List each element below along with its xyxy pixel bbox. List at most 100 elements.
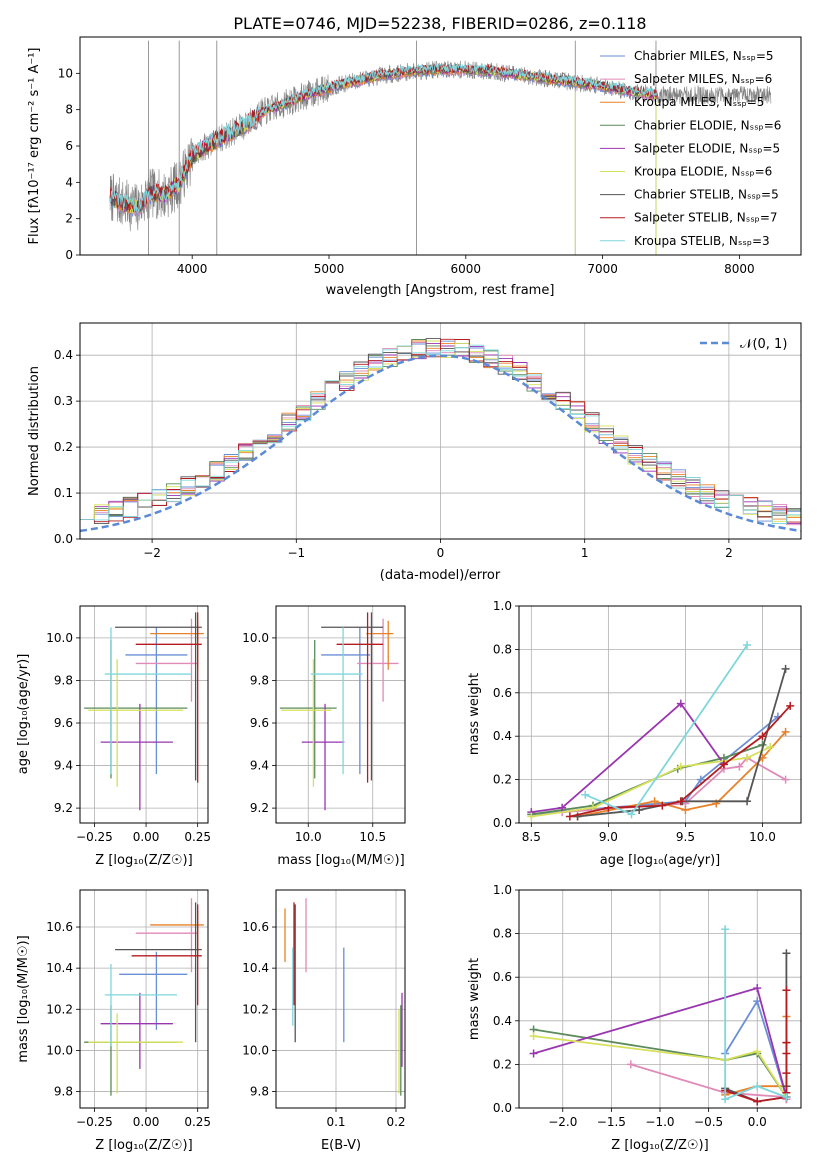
mass-weight-vs-age-point-kroupa-elodie [766, 743, 775, 752]
mass-weight-vs-Z-grid [519, 889, 801, 1109]
age-vs-mass-plot: 10.0 10.5 9.2 9.4 9.6 9.8 10.0 [242, 606, 405, 844]
mass-weight-vs-age-ytick-label: 0.8 [493, 642, 512, 656]
mass-weight-vs-age-point-salpeter-miles [781, 775, 790, 784]
age-vs-Z-xlabel: Z [log₁₀(Z/Z☉)] [95, 853, 192, 868]
mass-weight-vs-age-marks [527, 641, 795, 821]
spectrum-ytick-label: 6 [65, 139, 73, 153]
mass-weight-vs-Z-point-salpeter-stelib [782, 1069, 791, 1078]
residuals-xtick-label: −1 [287, 546, 305, 560]
mass-vs-Z-marks [84, 898, 204, 1096]
spectrum-legend-label: Salpeter ELODIE, Nₛₛₚ=5 [634, 141, 780, 155]
mass-weight-vs-age-point-kroupa-stelib [627, 810, 636, 819]
mass-weight-vs-age-ytick-label: 0.6 [493, 686, 512, 700]
age-vs-mass-ytick-label: 9.6 [250, 716, 269, 730]
mass-weight-vs-age-point-salpeter-stelib [719, 760, 728, 769]
mass-weight-vs-Z-xtick-label: 0.0 [748, 1115, 767, 1129]
residuals-plot: −2 −1 0 1 2 0.0 0.1 0.2 0.3 0.4 𝒩(0, 1) [54, 323, 801, 560]
age-vs-mass-panel: 10.0 10.5 9.2 9.4 9.6 9.8 10.0 mass [log₁₀(M/M… [242, 605, 406, 868]
figure-title: PLATE=0746, MJD=52238, FIBERID=0286, z=0… [233, 14, 646, 33]
mass-weight-vs-age-point-chabrier-stelib [781, 664, 790, 673]
age-vs-Z-ytick-label: 9.6 [54, 716, 73, 730]
mass-vs-EBV-xlabel: E(B-V) [321, 1138, 361, 1153]
mass-weight-vs-age-line-salpeter-elodie [531, 702, 725, 813]
mass-vs-Z-ticks: −0.25 0.00 0.25 9.8 10.0 10.2 10.4 10.6 [46, 920, 211, 1129]
mass-vs-EBV-xtick-label: 0.2 [386, 1115, 405, 1129]
mass-weight-vs-age-point-kroupa-elodie [676, 762, 685, 771]
spectrum-xtick-label: 4000 [177, 262, 208, 276]
mass-weight-vs-Z-point-salpeter-elodie [753, 984, 762, 993]
mass-vs-Z-grid [80, 890, 208, 1108]
residuals-ylabel: Normed distribution [27, 366, 42, 496]
mass-vs-EBV-marks [284, 898, 403, 1096]
age-vs-Z-ticks: −0.25 0.00 0.25 9.2 9.4 9.6 9.8 10.0 [46, 631, 211, 844]
mass-vs-EBV-ticks: 0.1 0.2 9.8 10.0 10.2 10.4 10.6 [242, 920, 405, 1129]
mass-vs-EBV-ytick-label: 10.2 [242, 1002, 269, 1016]
mass-vs-Z-xlabel: Z [log₁₀(Z/Z☉)] [95, 1138, 192, 1153]
spectrum-ytick-label: 8 [65, 103, 73, 117]
mass-vs-Z-ylabel: mass [log₁₀(M/M☉)] [16, 935, 31, 1062]
age-vs-Z-ytick-label: 10.0 [46, 631, 73, 645]
mass-weight-vs-Z-axes-frame [518, 889, 802, 1109]
mass-weight-vs-age-ylabel: mass weight [467, 673, 482, 755]
mass-weight-vs-age-point-kroupa-miles [681, 805, 690, 814]
residuals-xtick-label: 1 [581, 546, 589, 560]
spectrum-legend-label: Salpeter STELIB, Nₛₛₚ=7 [634, 211, 778, 225]
spectrum-ytick-label: 4 [65, 175, 73, 189]
mass-weight-vs-Z-point-kroupa-stelib [721, 1095, 730, 1104]
age-vs-Z-ylabel: age [log₁₀(age/yr)] [16, 654, 31, 775]
age-vs-Z-plot: −0.25 0.00 0.25 9.2 9.4 9.6 9.8 10.0 [46, 606, 211, 844]
mass-weight-vs-Z-xlabel: Z [log₁₀(Z/Z☉)] [611, 1138, 708, 1153]
mass-weight-vs-Z-point-salpeter-miles [626, 1060, 635, 1069]
age-vs-Z-panel: −0.25 0.00 0.25 9.2 9.4 9.6 9.8 10.0 Z [log₁₀(Z… [16, 605, 211, 868]
spectrum-legend-label: Chabrier ELODIE, Nₛₛₚ=6 [634, 118, 781, 132]
mass-vs-EBV-ytick-label: 10.4 [242, 961, 269, 975]
spectrum-axes-frame [79, 36, 802, 256]
age-vs-mass-grid [276, 606, 405, 823]
residuals-hist-salpeter-stelib [80, 338, 801, 523]
mass-weight-vs-Z-xtick-label: −1.5 [597, 1115, 626, 1129]
mass-weight-vs-age-line-salpeter-stelib [569, 705, 791, 818]
spectrum-ticks: 4000 5000 6000 7000 8000 0 2 4 6 8 10 [58, 66, 755, 276]
residuals-marks [80, 338, 801, 533]
residuals-normal-curve [80, 354, 801, 533]
spectrum-model-kroupa-stelib [109, 61, 658, 214]
mass-weight-vs-age-point-salpeter-stelib [786, 701, 795, 710]
mass-weight-vs-age-point-salpeter-stelib [758, 732, 767, 741]
mass-weight-vs-age-axes-frame [518, 605, 802, 824]
age-vs-Z-xtick-label: 0.00 [133, 830, 160, 844]
mass-vs-Z-plot: −0.25 0.00 0.25 9.8 10.0 10.2 10.4 10.6 [46, 890, 211, 1129]
age-vs-Z-ytick-label: 9.8 [54, 673, 73, 687]
mass-weight-vs-age-point-salpeter-miles [735, 762, 744, 771]
mass-vs-EBV-panel: 0.1 0.2 9.8 10.0 10.2 10.4 10.6 E(B-V) [242, 889, 406, 1153]
mass-weight-vs-Z-point-salpeter-stelib [782, 986, 791, 995]
mass-weight-vs-Z-ytick-label: 0.6 [493, 970, 512, 984]
spectrum-legend-label: Kroupa MILES, Nₛₛₚ=5 [634, 95, 764, 109]
mass-weight-vs-age-point-salpeter-stelib [676, 797, 685, 806]
mass-weight-vs-Z-ytick-label: 0.4 [493, 1014, 512, 1028]
age-vs-Z-grid [80, 606, 208, 823]
residuals-xtick-label: −2 [143, 546, 161, 560]
mass-weight-vs-age-ticks: 8.5 9.0 9.5 10.0 0.0 0.2 0.4 0.6 0.8 1.0 [493, 599, 776, 844]
mass-weight-vs-Z-ytick-label: 1.0 [493, 883, 512, 897]
mass-weight-vs-Z-marks [529, 925, 791, 1106]
mass-weight-vs-age-plot: 8.5 9.0 9.5 10.0 0.0 0.2 0.4 0.6 0.8 1.0 [493, 599, 801, 844]
mass-vs-Z-panel: −0.25 0.00 0.25 9.8 10.0 10.2 10.4 10.6 Z [log₁… [16, 889, 211, 1153]
mass-weight-vs-age-point-kroupa-miles [781, 727, 790, 736]
mass-weight-vs-age-point-kroupa-elodie [743, 753, 752, 762]
mass-weight-vs-age-xtick-label: 8.5 [522, 830, 541, 844]
mass-weight-vs-age-point-salpeter-elodie [676, 699, 685, 708]
residuals-xtick-label: 0 [437, 546, 445, 560]
residuals-xtick-label: 2 [725, 546, 733, 560]
mass-weight-vs-age-line-kroupa-stelib [584, 644, 748, 816]
residuals-ytick-label: 0.3 [54, 394, 73, 408]
age-vs-mass-axes-frame [275, 605, 406, 824]
residuals-hist-kroupa-stelib [80, 344, 801, 524]
mass-vs-EBV-grid [276, 890, 405, 1108]
mass-weight-vs-Z-xtick-label: −2.0 [548, 1115, 577, 1129]
mass-vs-Z-axes-frame [79, 889, 209, 1109]
residuals-ticks: −2 −1 0 1 2 0.0 0.1 0.2 0.3 0.4 [54, 348, 733, 560]
mass-weight-vs-Z-point-salpeter-stelib [782, 1038, 791, 1047]
mass-weight-vs-Z-ytick-label: 0.0 [493, 1101, 512, 1115]
mass-weight-vs-Z-point-kroupa-stelib [753, 1082, 762, 1091]
mass-weight-vs-age-grid [519, 605, 801, 824]
